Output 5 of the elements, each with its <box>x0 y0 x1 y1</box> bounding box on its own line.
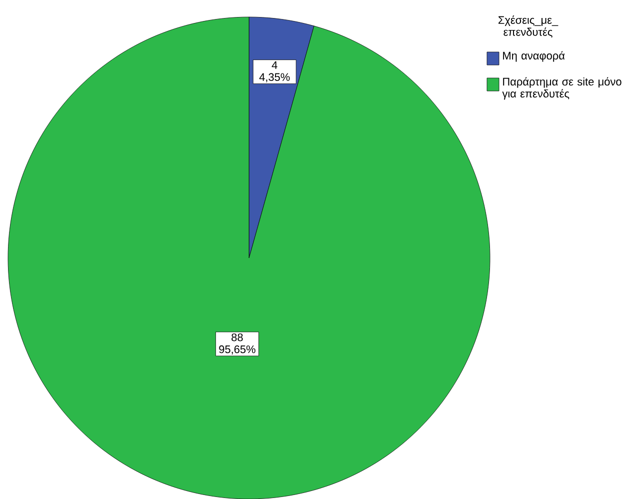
slice-label: Παράρτημα σε site μόνο για επενδυτές <box>502 77 622 100</box>
legend-title: Σχέσεις_με_ επενδυτές <box>498 15 558 38</box>
data-label: 88 95,65% <box>219 333 256 354</box>
data-label: 4 4,35% <box>259 61 290 82</box>
legend-label: Μη αναφορά <box>503 51 565 62</box>
